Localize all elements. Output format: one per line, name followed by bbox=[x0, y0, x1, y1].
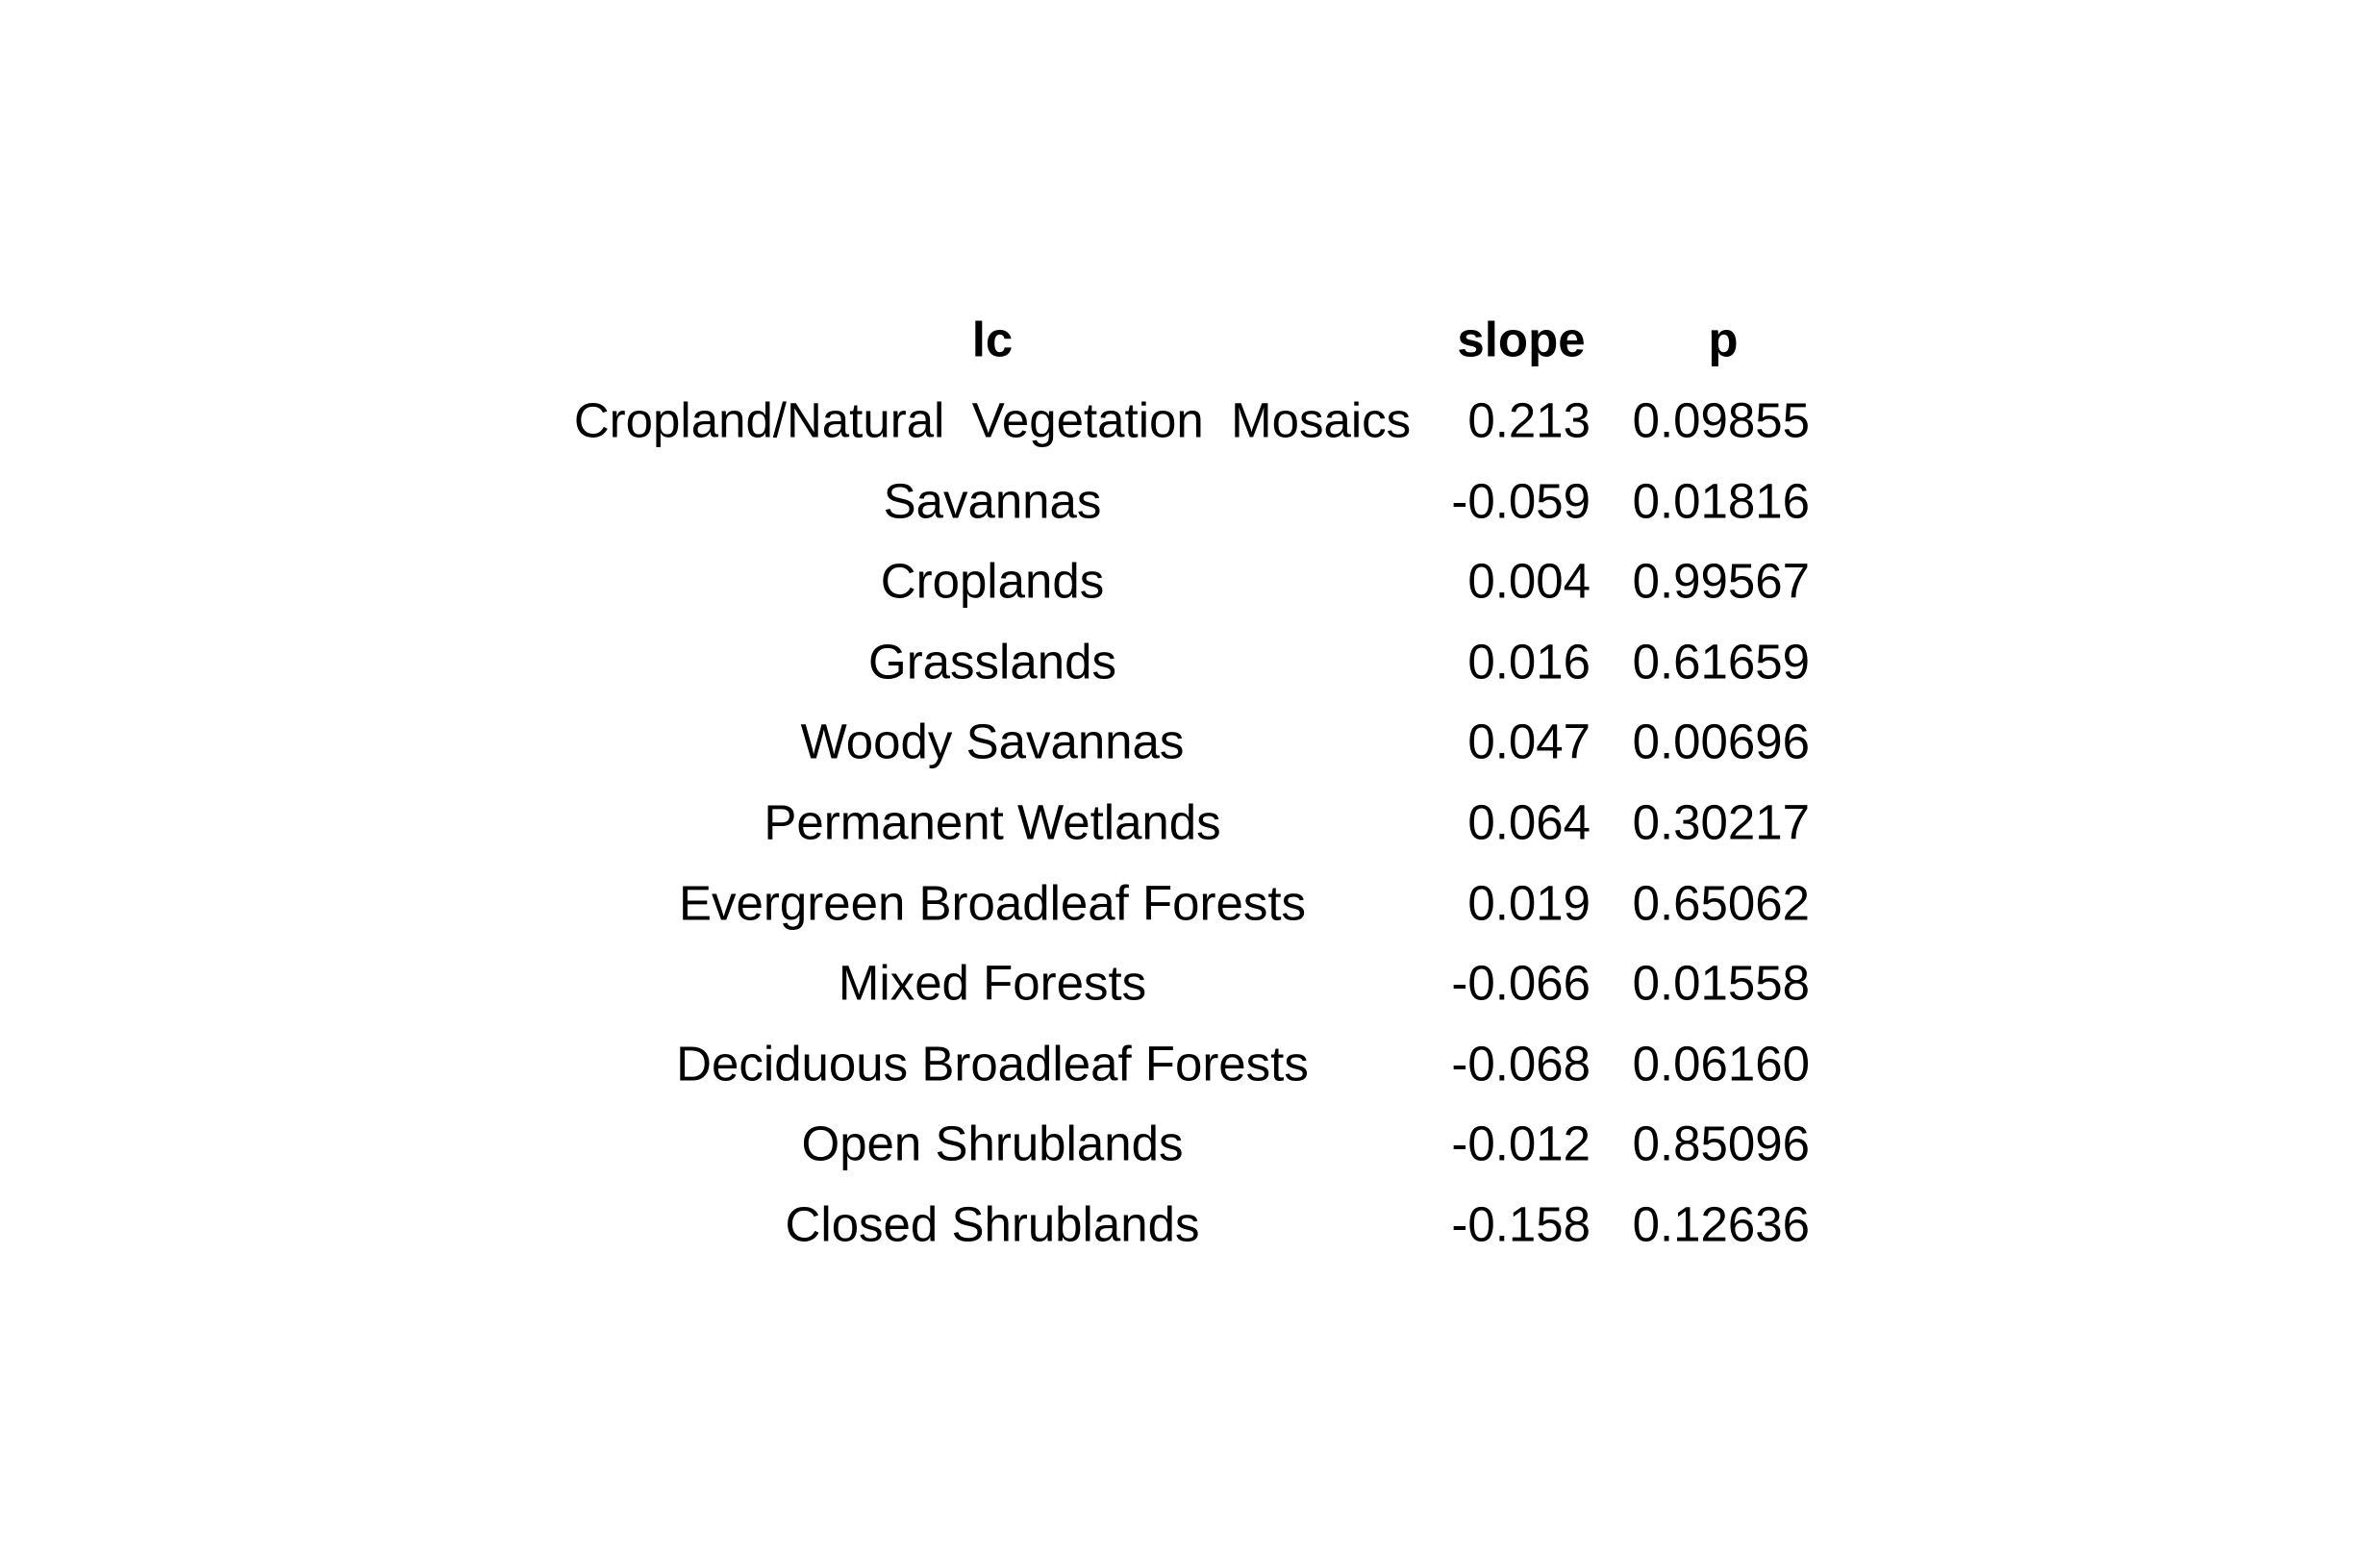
table-cell-p: 0.00696 bbox=[1632, 714, 1810, 769]
table-cell-lc: Mixed Forests bbox=[838, 955, 1147, 1011]
table-cell-lc: Woody Savannas bbox=[800, 714, 1185, 769]
table-cell-lc: Evergreen Broadleaf Forests bbox=[679, 875, 1306, 931]
table-cell-lc: Closed Shrublands bbox=[785, 1196, 1200, 1252]
table-cell-lc: Open Shrublands bbox=[801, 1116, 1184, 1171]
table-cell-slope: 0.064 bbox=[1467, 794, 1591, 850]
header-lc: lc bbox=[971, 312, 1014, 367]
table-cell-slope: 0.019 bbox=[1467, 875, 1591, 931]
table-cell-p: 0.65062 bbox=[1632, 875, 1810, 931]
table-cell-lc: Cropland/Natural Vegetation Mosaics bbox=[573, 392, 1412, 448]
header-slope: slope bbox=[1457, 312, 1586, 367]
table-cell-p: 0.01558 bbox=[1632, 955, 1810, 1011]
table-cell-p: 0.12636 bbox=[1632, 1196, 1810, 1252]
table-cell-slope: -0.012 bbox=[1451, 1116, 1591, 1171]
table-cell-lc: Savannas bbox=[883, 473, 1102, 529]
table-cell-slope: 0.004 bbox=[1467, 553, 1591, 609]
table-cell-lc: Grasslands bbox=[868, 634, 1116, 690]
table-cell-p: 0.61659 bbox=[1632, 634, 1810, 690]
table-cell-p: 0.85096 bbox=[1632, 1116, 1810, 1171]
table-cell-p: 0.06160 bbox=[1632, 1036, 1810, 1092]
table-cell-lc: Deciduous Broadleaf Forests bbox=[676, 1036, 1309, 1092]
table-cell-p: 0.99567 bbox=[1632, 553, 1810, 609]
table-cell-lc: Croplands bbox=[880, 553, 1105, 609]
table-cell-slope: 0.047 bbox=[1467, 714, 1591, 769]
table-cell-slope: -0.068 bbox=[1451, 1036, 1591, 1092]
table-cell-slope: -0.158 bbox=[1451, 1196, 1591, 1252]
table-cell-lc: Permanent Wetlands bbox=[764, 794, 1221, 850]
table-cell-slope: 0.016 bbox=[1467, 634, 1591, 690]
table-cell-p: 0.30217 bbox=[1632, 794, 1810, 850]
header-p: p bbox=[1708, 312, 1739, 367]
table-cell-p: 0.09855 bbox=[1632, 392, 1810, 448]
table-cell-slope: 0.213 bbox=[1467, 392, 1591, 448]
table-cell-slope: -0.059 bbox=[1451, 473, 1591, 529]
table-cell-p: 0.01816 bbox=[1632, 473, 1810, 529]
table-cell-slope: -0.066 bbox=[1451, 955, 1591, 1011]
